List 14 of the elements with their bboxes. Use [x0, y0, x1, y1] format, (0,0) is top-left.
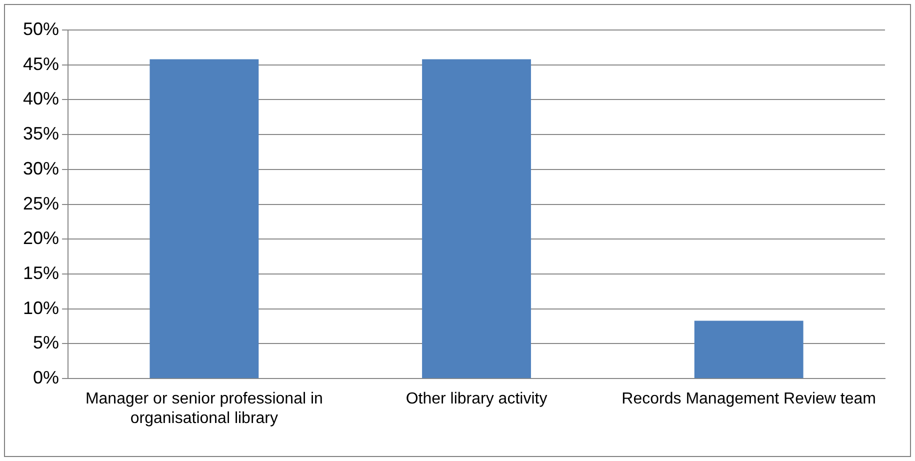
y-tick-label: 40% [22, 88, 60, 109]
x-tick-label: Manager or senior professional in organisational library [85, 390, 323, 427]
y-tick-label: 30% [22, 158, 60, 178]
y-tick-label: 20% [22, 228, 60, 248]
y-tick-label: 25% [22, 193, 60, 214]
x-tick-label: Records Management Review team [622, 390, 876, 408]
y-tick-label: 50% [22, 18, 60, 39]
y-tick-label: 10% [22, 298, 60, 318]
y-tick-label: 45% [22, 54, 60, 74]
y-tick-label: 5% [33, 332, 60, 353]
y-tick-label: 15% [22, 262, 60, 283]
x-tick-label: Other library activity [406, 390, 548, 408]
y-tick-label: 35% [22, 124, 60, 144]
y-tick-label: 0% [33, 368, 60, 388]
